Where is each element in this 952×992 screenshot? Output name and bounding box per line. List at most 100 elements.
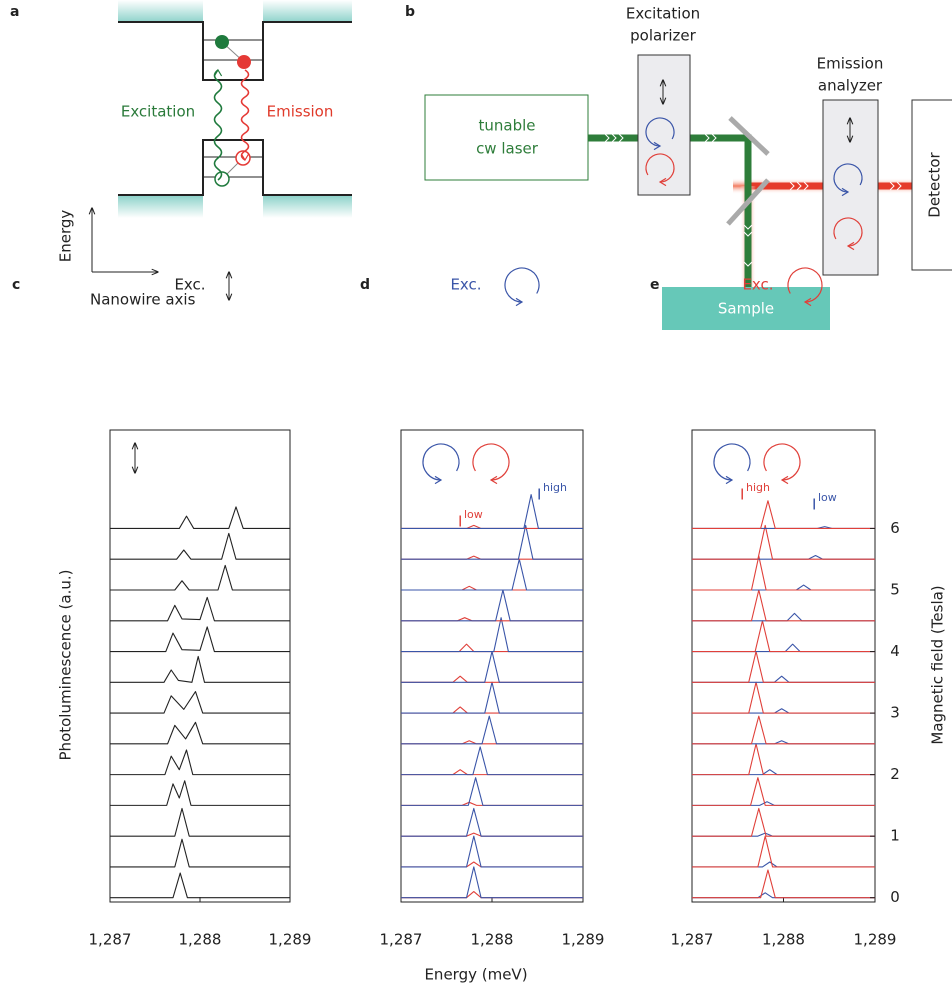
- spectrum: [401, 643, 583, 653]
- spectrum: [110, 780, 290, 806]
- spectrum: [692, 612, 875, 622]
- spectrum: [692, 554, 875, 560]
- band: [263, 0, 352, 22]
- polarizer-label: polarizer: [630, 27, 696, 45]
- spectrum: [401, 890, 583, 899]
- spectrum: [692, 500, 875, 530]
- spectrum: [401, 585, 583, 591]
- panel-label: c: [12, 277, 20, 293]
- beam-splitter: [726, 178, 770, 226]
- arrow-head: [213, 68, 223, 77]
- x-tick-label: 1,287: [671, 931, 714, 949]
- intensity-sup: high: [746, 481, 770, 494]
- spectrum: [692, 835, 875, 868]
- x-axis-label: Energy (meV): [424, 966, 527, 984]
- x-tick-label: 1,289: [854, 931, 897, 949]
- electron: [237, 55, 251, 69]
- spectrum: [401, 861, 583, 868]
- spectrum: [692, 643, 875, 653]
- spectrum: [692, 681, 875, 714]
- laser-box: [424, 94, 589, 181]
- spectrum: [401, 524, 583, 560]
- spectrum: [401, 681, 583, 714]
- photon: [240, 69, 250, 161]
- spectrum: [401, 769, 583, 776]
- spectrum: [692, 620, 875, 653]
- spectrum: [401, 494, 583, 530]
- panel-label: e: [650, 277, 660, 293]
- arrow-head: [725, 475, 734, 485]
- plot-frame: [400, 429, 584, 903]
- spectrum: [692, 807, 875, 837]
- energy-label: Energy: [57, 210, 75, 263]
- arrow-head: [434, 475, 443, 485]
- y-axis-label: Photoluminescence (a.u.): [57, 570, 75, 761]
- panel-b: b tunable cw laser Excitation polarizer …: [405, 4, 952, 330]
- circular-pol: [645, 153, 675, 183]
- spectrum: [692, 769, 875, 776]
- laser-label: tunable: [478, 117, 535, 135]
- spectrum: [110, 564, 290, 591]
- spectrum: [110, 655, 290, 683]
- intensity-label: I: [458, 513, 462, 531]
- y2-tick-label: 3: [890, 704, 900, 722]
- circular-pol: [787, 267, 823, 303]
- spectrum: [692, 777, 875, 806]
- spectrum: [401, 715, 583, 745]
- spectrum: [401, 617, 583, 653]
- spectrum: [401, 706, 583, 714]
- electron: [215, 35, 229, 49]
- arrow-head: [780, 475, 789, 485]
- spectrum: [692, 869, 875, 899]
- photon: [213, 69, 223, 181]
- x-tick-label: 1,289: [562, 931, 605, 949]
- spectrum: [692, 524, 875, 560]
- arrow-head: [240, 153, 250, 162]
- band: [118, 196, 203, 218]
- circular-pol: [472, 443, 510, 481]
- sample-box: [662, 287, 830, 330]
- circular-pol: [833, 217, 863, 247]
- circular-pol: [645, 117, 675, 147]
- spectrum: [110, 721, 290, 745]
- spectrum: [110, 626, 290, 653]
- y2-tick-label: 1: [890, 827, 900, 845]
- spectrum: [692, 589, 875, 622]
- panel-a: a Excitation Emission Energy Nanowire ax…: [10, 0, 352, 309]
- spectrum: [401, 866, 583, 899]
- plot-frame: [691, 429, 876, 903]
- band-edge: [118, 21, 352, 196]
- circular-pol: [504, 267, 540, 303]
- mirror: [728, 116, 770, 156]
- x-tick-label: 1,287: [380, 931, 423, 949]
- exc-label: Exc.: [174, 276, 205, 294]
- band: [118, 0, 203, 22]
- spectrum: [110, 749, 290, 776]
- arrow-head: [841, 187, 850, 197]
- detector-label: Detector: [926, 151, 944, 217]
- analyzer-label: Emission: [817, 55, 884, 73]
- hole: [214, 171, 230, 187]
- y2-tick-label: 0: [890, 888, 900, 906]
- intensity-sup: high: [543, 481, 567, 494]
- excitation-label: Excitation: [121, 103, 195, 121]
- spectrum: [110, 807, 290, 837]
- y2-tick-label: 4: [890, 642, 900, 660]
- spectrum: [692, 861, 875, 868]
- panel-label: b: [405, 4, 415, 20]
- analyzer-label: analyzer: [818, 77, 883, 95]
- intensity-label: I: [740, 486, 744, 504]
- spectrum: [692, 715, 875, 745]
- spectrum: [692, 801, 875, 806]
- spectrum: [692, 743, 875, 776]
- intensity-label: I: [537, 486, 541, 504]
- emission-label: Emission: [267, 103, 334, 121]
- panel-label: a: [10, 4, 19, 20]
- y2-tick-label: 5: [890, 581, 900, 599]
- spectrum: [401, 558, 583, 591]
- x-tick-label: 1,288: [179, 931, 222, 949]
- exc-label: Exc.: [450, 276, 481, 294]
- spectrum: [110, 690, 290, 714]
- circular-pol: [763, 443, 801, 481]
